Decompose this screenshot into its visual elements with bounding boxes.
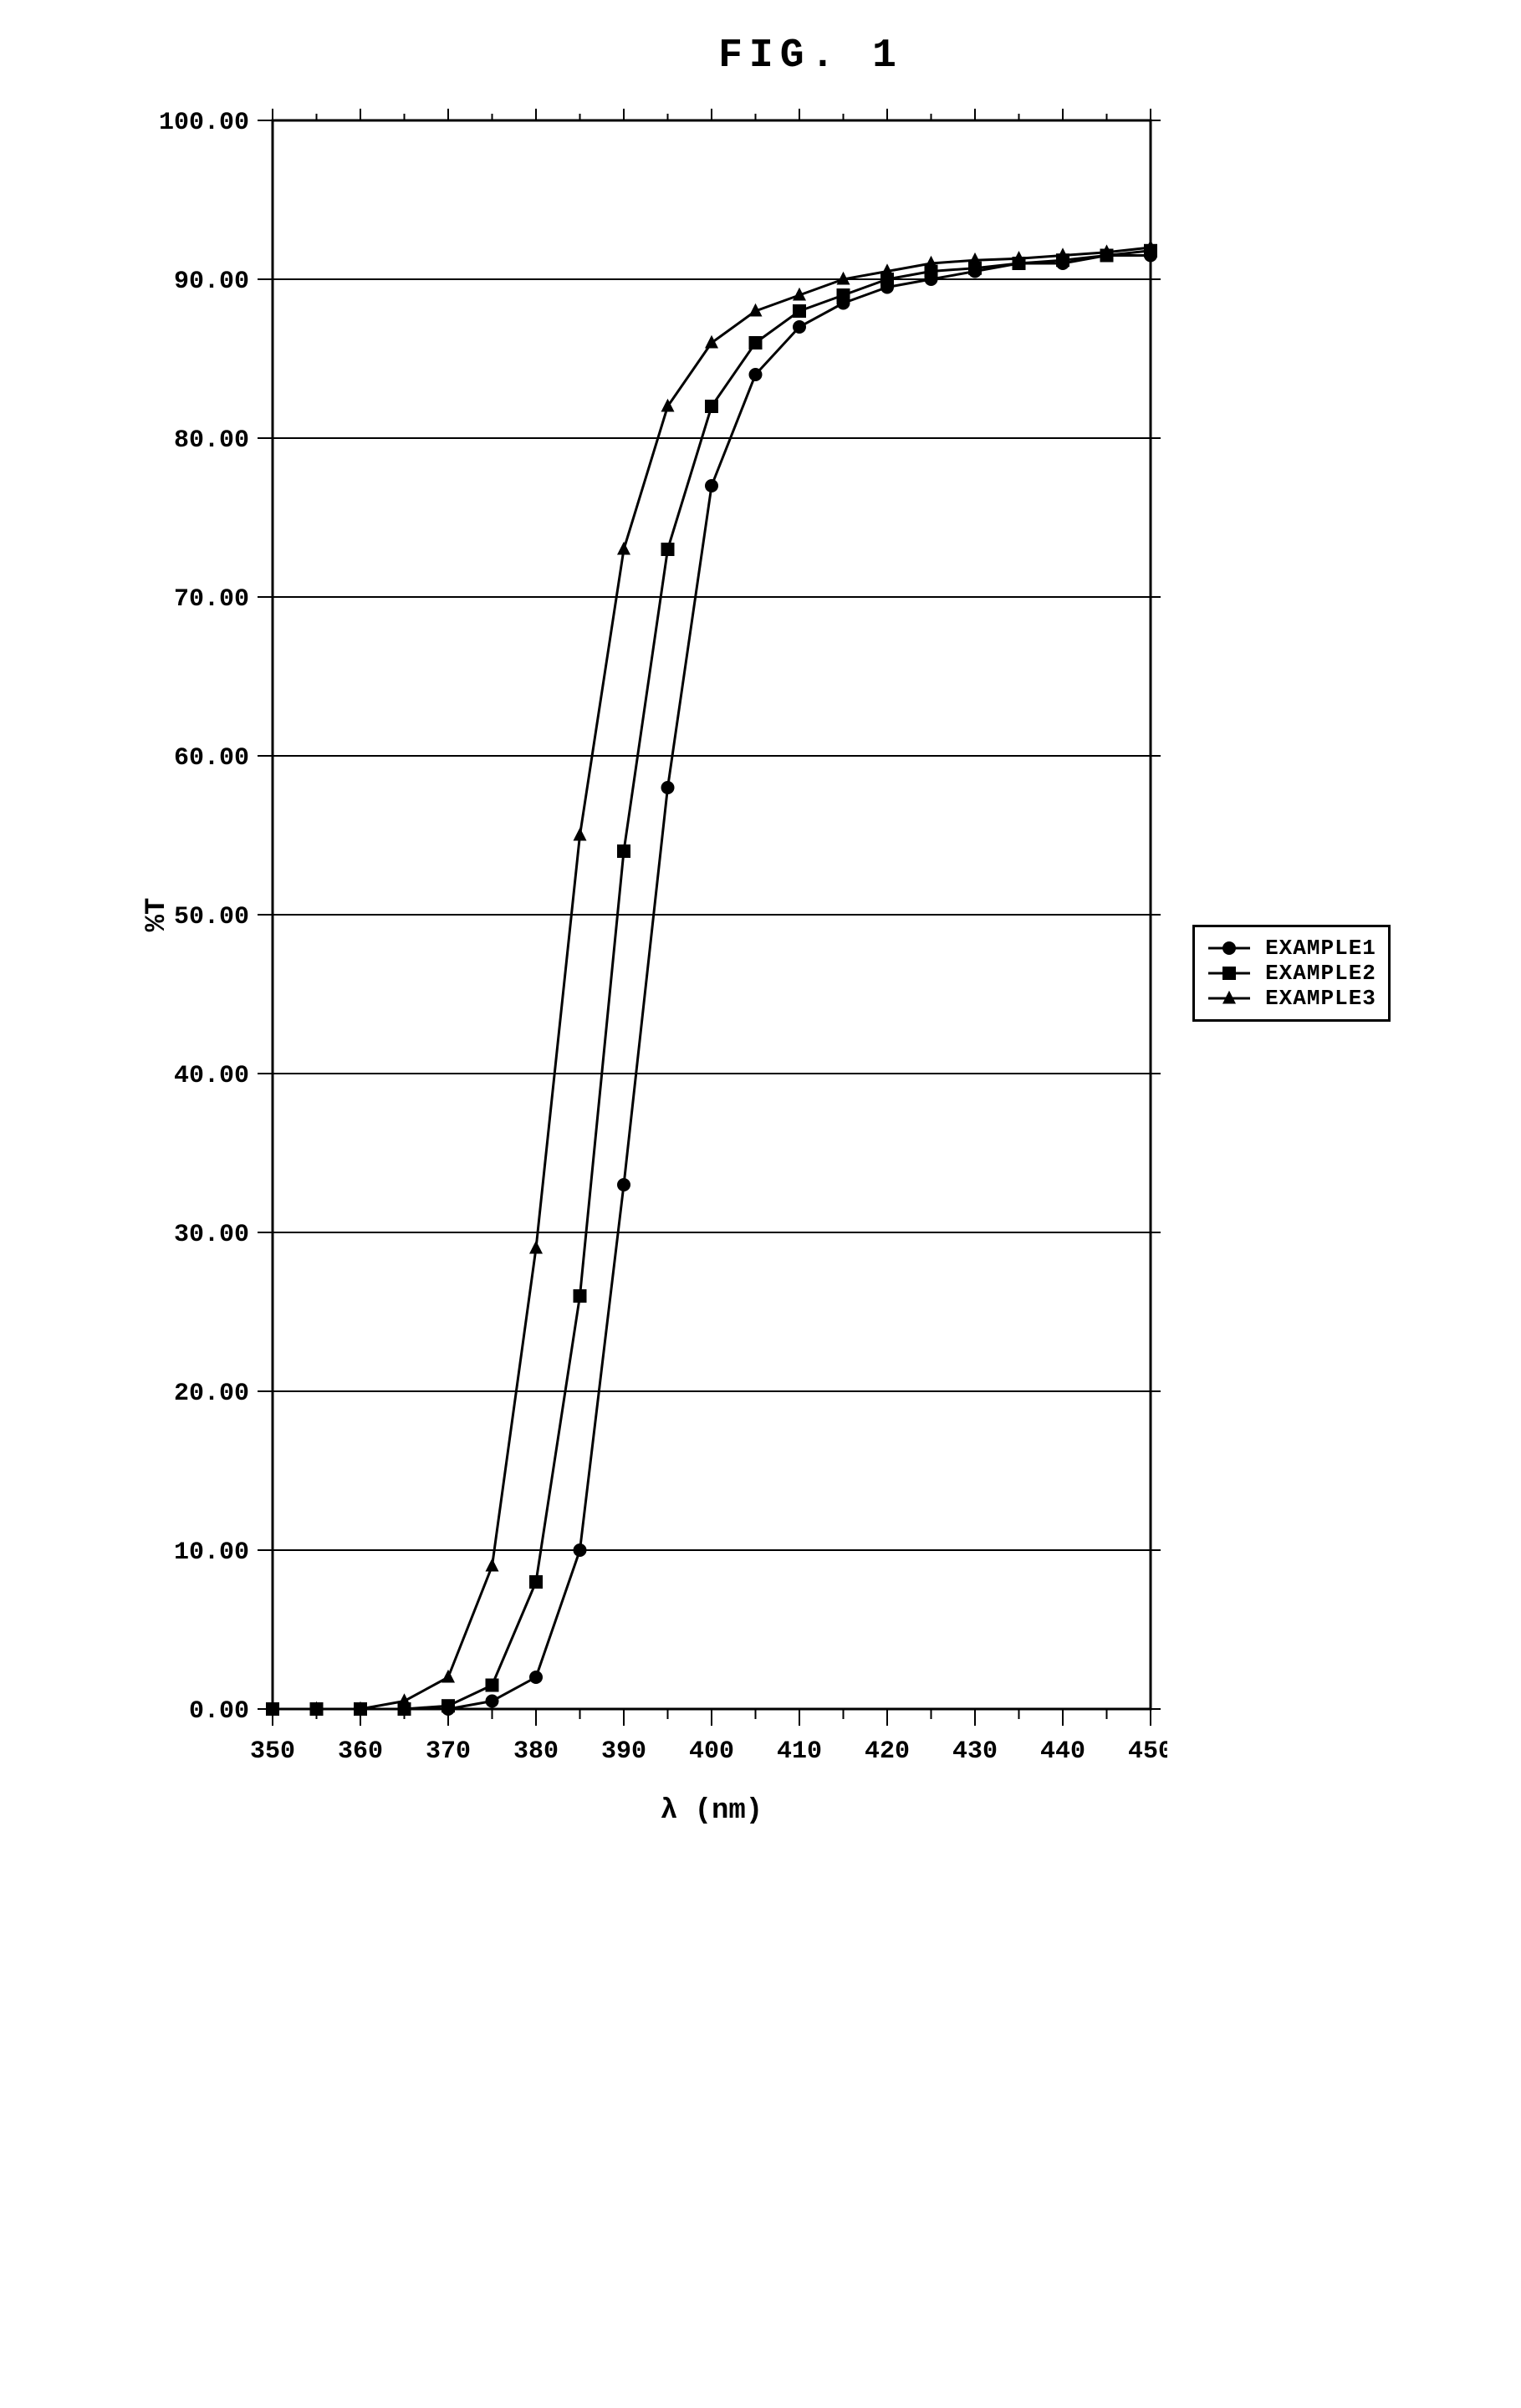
legend-swatch-example3 <box>1207 988 1257 1008</box>
legend-item-example2: EXAMPLE2 <box>1207 961 1376 986</box>
transmittance-chart: 350 360 370 380 390 400 410 420 430 440 450 0.00 10.… <box>130 95 1167 1851</box>
svg-text:50.00: 50.00 <box>174 903 249 931</box>
svg-text:80.00: 80.00 <box>174 426 249 455</box>
svg-text:440: 440 <box>1040 1737 1085 1766</box>
svg-text:410: 410 <box>777 1737 822 1766</box>
svg-text:%T: %T <box>141 898 173 932</box>
svg-text:360: 360 <box>338 1737 383 1766</box>
svg-text:430: 430 <box>952 1737 998 1766</box>
svg-text:390: 390 <box>601 1737 646 1766</box>
svg-text:20.00: 20.00 <box>174 1380 249 1408</box>
svg-text:λ (nm): λ (nm) <box>661 1795 763 1827</box>
svg-text:90.00: 90.00 <box>174 268 249 296</box>
svg-text:10.00: 10.00 <box>174 1538 249 1567</box>
svg-text:420: 420 <box>865 1737 910 1766</box>
svg-text:0.00: 0.00 <box>189 1697 249 1726</box>
svg-text:370: 370 <box>426 1737 471 1766</box>
figure-container: FIG. 1 350 360 370 380 390 400 410 420 430 440 450… <box>33 33 1488 1851</box>
svg-text:70.00: 70.00 <box>174 585 249 614</box>
chart-row: 350 360 370 380 390 400 410 420 430 440 450 0.00 10.… <box>130 95 1391 1851</box>
svg-text:30.00: 30.00 <box>174 1221 249 1249</box>
legend-item-example3: EXAMPLE3 <box>1207 986 1376 1011</box>
legend: EXAMPLE1 EXAMPLE2 EXAMPLE3 <box>1192 925 1391 1022</box>
svg-text:350: 350 <box>250 1737 295 1766</box>
legend-label-example1: EXAMPLE1 <box>1265 936 1376 961</box>
svg-text:400: 400 <box>689 1737 734 1766</box>
legend-label-example2: EXAMPLE2 <box>1265 961 1376 986</box>
legend-swatch-example2 <box>1207 963 1257 983</box>
svg-text:380: 380 <box>513 1737 559 1766</box>
legend-item-example1: EXAMPLE1 <box>1207 936 1376 961</box>
legend-label-example3: EXAMPLE3 <box>1265 986 1376 1011</box>
figure-title: FIG. 1 <box>718 33 903 79</box>
svg-text:40.00: 40.00 <box>174 1062 249 1090</box>
legend-swatch-example1 <box>1207 938 1257 958</box>
svg-text:60.00: 60.00 <box>174 744 249 773</box>
svg-text:450: 450 <box>1128 1737 1167 1766</box>
svg-text:100.00: 100.00 <box>159 109 249 137</box>
